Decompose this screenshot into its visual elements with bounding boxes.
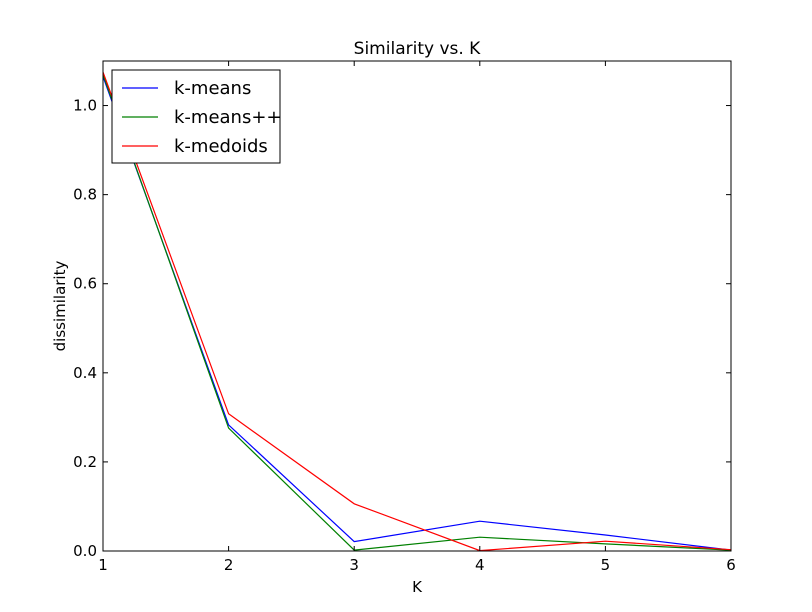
series-line-k-means bbox=[102, 76, 732, 551]
y-tick-label: 0.6 bbox=[73, 275, 97, 293]
y-tick-label: 0.0 bbox=[73, 542, 97, 560]
x-tick-label: 5 bbox=[601, 556, 611, 574]
legend-label: k-medoids bbox=[174, 136, 268, 157]
x-tick-label: 1 bbox=[98, 556, 108, 574]
legend-label: k-means++ bbox=[174, 107, 282, 128]
tick-layer: 1 2 3 4 5 6 0.0 0.2 0.4 0.6 0.8 1.0 bbox=[73, 61, 736, 574]
x-tick-label: 4 bbox=[475, 556, 485, 574]
x-tick-label: 6 bbox=[726, 556, 736, 574]
plot-frame bbox=[102, 60, 732, 552]
y-tick-label: 0.2 bbox=[73, 453, 97, 471]
legend: k-means k-means++ k-medoids bbox=[111, 69, 282, 164]
x-tick-label: 2 bbox=[224, 556, 234, 574]
chart-title: Similarity vs. K bbox=[354, 39, 482, 59]
y-tick-label: 1.0 bbox=[73, 97, 97, 115]
series-layer bbox=[102, 71, 732, 552]
series-line-k-meansplusplus bbox=[102, 74, 732, 551]
series-line-k-medoids bbox=[102, 71, 732, 552]
y-tick-label: 0.8 bbox=[73, 186, 97, 204]
legend-label: k-means bbox=[174, 78, 251, 99]
y-tick-label: 0.4 bbox=[73, 364, 97, 382]
x-axis-label: K bbox=[412, 578, 423, 596]
x-tick-label: 3 bbox=[349, 556, 359, 574]
y-axis-label: dissimilarity bbox=[51, 261, 69, 352]
